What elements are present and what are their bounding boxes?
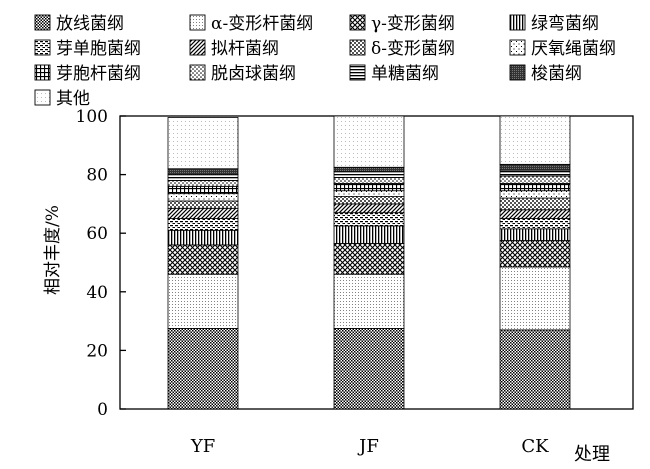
legend-swatch — [349, 14, 366, 31]
bar-segment — [167, 229, 239, 246]
y-tick-label: 80 — [86, 166, 108, 186]
legend-swatch — [34, 14, 51, 31]
bar-segment — [333, 177, 405, 184]
bar-segment — [167, 185, 239, 195]
x-tick-label: JF — [357, 436, 379, 457]
bar-segment — [499, 209, 571, 219]
legend-swatch — [509, 64, 526, 81]
legend-swatch — [349, 39, 366, 56]
bar-segment — [167, 180, 239, 187]
legend-swatch — [349, 64, 366, 81]
legend-swatch — [34, 64, 51, 81]
bar-segment — [333, 182, 405, 192]
bar-segment — [333, 203, 405, 214]
x-tick-label: CK — [521, 436, 549, 457]
legend-label: α-变形杆菌纲 — [211, 14, 313, 34]
legend-swatch — [34, 39, 51, 56]
y-tick-label: 0 — [97, 400, 108, 420]
bars — [167, 115, 571, 410]
legend-swatch — [189, 64, 206, 81]
legend-swatch — [509, 39, 526, 56]
y-tick-label: 60 — [86, 224, 108, 244]
bar-segment — [333, 273, 405, 329]
bar-segment — [333, 243, 405, 275]
bar-segment — [499, 169, 571, 177]
bar-segment — [333, 212, 405, 227]
bar-segment — [499, 190, 571, 199]
x-axis-title: 处理 — [574, 444, 610, 465]
bar-segment — [167, 273, 239, 329]
bar-segment — [333, 166, 405, 173]
bar-segment — [333, 115, 405, 168]
y-tick-label: 100 — [76, 107, 108, 127]
bar-segment — [333, 190, 405, 197]
bar-segment — [333, 225, 405, 244]
y-tick-label: 20 — [86, 341, 108, 361]
legend-label: 单糖菌纲 — [371, 64, 439, 84]
bar-segment — [499, 240, 571, 268]
bar-segment — [499, 218, 571, 230]
bar-segment — [499, 329, 571, 410]
bar-segment — [499, 197, 571, 211]
legend-label: 放线菌纲 — [56, 14, 124, 34]
bar-segment — [167, 193, 239, 202]
bar-segment — [167, 174, 239, 181]
bar-segment — [499, 182, 571, 192]
legend-label: 厌氧绳菌纲 — [531, 39, 616, 59]
bar-segment — [499, 163, 571, 171]
legend-swatch — [189, 39, 206, 56]
legend-label: γ-变形菌纲 — [371, 14, 455, 34]
y-axis-title: 相对丰度/% — [43, 205, 63, 295]
bar-segment — [499, 266, 571, 331]
bar-segment — [167, 218, 239, 231]
bar-segment — [333, 171, 405, 178]
legend-label: 绿弯菌纲 — [531, 14, 599, 34]
legend-swatch — [189, 14, 206, 31]
bar-segment — [167, 328, 239, 410]
legend-swatch — [509, 14, 526, 31]
legend-label: 芽胞杆菌纲 — [56, 64, 141, 84]
bar-segment — [499, 175, 571, 184]
legend-swatch — [34, 89, 51, 106]
bar-segment — [499, 228, 571, 241]
bar-segment — [167, 168, 239, 176]
y-axis: 0 20 40 60 80 100 — [76, 107, 126, 420]
x-axis: YF JF CK — [190, 436, 549, 457]
bar-segment — [499, 115, 571, 165]
legend-label: 拟杆菌纲 — [211, 39, 279, 59]
bar-segment — [167, 244, 239, 275]
legend-label: 脱卤球菌纲 — [211, 64, 296, 84]
bar-segment — [167, 200, 239, 209]
legend-label: 其他 — [56, 89, 90, 109]
bar-segment — [333, 196, 405, 205]
legend-label: 芽单胞菌纲 — [56, 39, 141, 59]
y-tick-label: 40 — [86, 283, 108, 303]
legend-label: δ-变形菌纲 — [371, 39, 455, 59]
bar-segment — [167, 207, 239, 219]
x-tick-label: YF — [190, 436, 215, 457]
legend-label: 梭菌纲 — [531, 64, 582, 84]
bar-segment — [333, 328, 405, 410]
bar-segment — [167, 117, 239, 170]
